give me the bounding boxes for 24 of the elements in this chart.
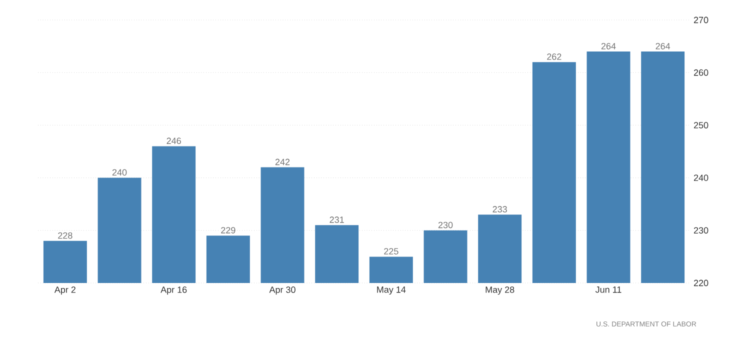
data-label: 242 [275, 158, 290, 166]
y-tick-label: 270 [694, 16, 708, 24]
data-label: 264 [601, 42, 616, 50]
data-label: 231 [330, 216, 344, 223]
data-label: 246 [166, 138, 181, 144]
y-tick-label: 230 [694, 227, 708, 234]
x-tick-label: Jun 11 [595, 286, 622, 293]
x-tick-label: Apr 30 [269, 286, 296, 295]
y-tick-label: 250 [694, 122, 708, 128]
y-tick-label: 220 [694, 280, 708, 286]
data-label: 229 [221, 227, 236, 234]
y-tick-label: 240 [694, 174, 708, 181]
x-tick-label: Apr 16 [160, 286, 187, 295]
data-label: 262 [547, 54, 562, 60]
x-tick-label: May 28 [486, 286, 514, 295]
data-label: 230 [438, 222, 453, 228]
data-label: 225 [384, 248, 398, 254]
data-label: 240 [112, 169, 127, 176]
x-tick-label: Apr 2 [54, 286, 76, 295]
data-label: 264 [656, 42, 670, 50]
data-label: 228 [58, 232, 72, 239]
y-tick-label: 260 [694, 69, 708, 76]
x-tick-label: May 14 [377, 286, 406, 295]
data-label: 233 [492, 206, 507, 212]
